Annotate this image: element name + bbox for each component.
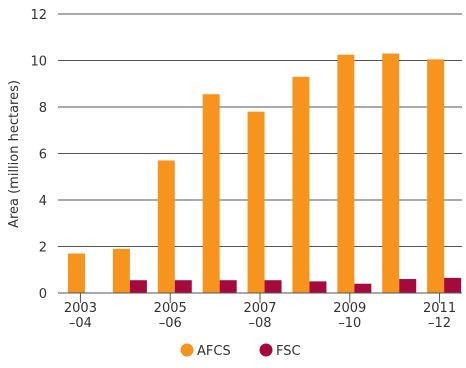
legend-label-afcs: AFCS: [197, 344, 231, 359]
bar-fsc-4: [264, 280, 282, 293]
bars: [68, 53, 462, 294]
bar-afcs-8: [427, 59, 445, 294]
legend-swatch-fsc: [259, 343, 273, 357]
bar-afcs-2: [157, 160, 175, 293]
bar-afcs-0: [68, 253, 85, 293]
bar-afcs-6: [337, 54, 355, 293]
y-tick-label: 6: [39, 148, 47, 163]
x-tick-label: –06: [159, 316, 182, 331]
x-tick-label: –10: [338, 316, 361, 331]
x-tick-label: 2005: [154, 301, 187, 316]
x-tick-label: 2007: [243, 301, 276, 316]
y-axis-ticks: 0 2 4 6 8 10 12: [30, 8, 47, 302]
bar-fsc-6: [354, 283, 372, 293]
y-tick-label: 4: [39, 194, 47, 209]
bar-afcs-4: [247, 111, 265, 294]
y-tick-label: 12: [30, 8, 47, 23]
bar-fsc-5: [309, 281, 327, 293]
x-tick-label: 2003: [64, 301, 97, 316]
y-tick-label: 0: [39, 287, 47, 302]
x-tick-label: –12: [428, 316, 451, 331]
y-tick-label: 8: [39, 101, 47, 116]
y-axis-label: Area (million hectares): [7, 80, 22, 228]
x-tick-label: 2009: [333, 301, 366, 316]
bar-afcs-7: [382, 53, 400, 294]
bar-fsc-1: [129, 280, 147, 293]
x-tick-label: 2011: [423, 301, 456, 316]
bar-fsc-7: [399, 279, 417, 293]
x-axis-ticks: 2003–04 2005–06 2007–08 2009–10 2011–12: [64, 293, 456, 331]
bar-afcs-3: [202, 94, 220, 294]
legend: AFCS FSC: [180, 343, 301, 359]
bar-fsc-8: [444, 277, 462, 293]
bar-afcs-1: [112, 248, 130, 293]
bar-fsc-3: [219, 280, 237, 293]
bar-afcs-5: [292, 76, 310, 294]
y-tick-label: 10: [30, 55, 47, 70]
legend-swatch-afcs: [180, 343, 194, 357]
x-tick-label: –04: [69, 316, 92, 331]
bar-fsc-2: [174, 280, 192, 293]
x-tick-label: –08: [248, 316, 271, 331]
y-tick-label: 2: [39, 241, 47, 256]
legend-label-fsc: FSC: [276, 344, 301, 359]
